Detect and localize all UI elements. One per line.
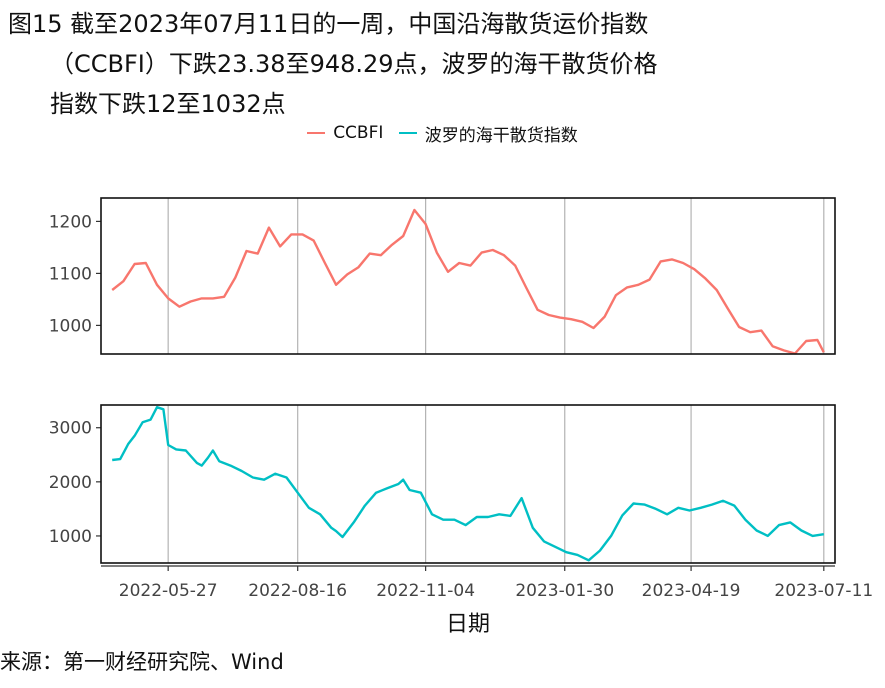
panel-2-y-tick-label-2: 2000: [49, 473, 92, 493]
source-note: 来源：第一财经研究院、Wind: [0, 650, 284, 674]
x-tick-label-6: 2023-07-11: [774, 581, 873, 601]
x-tick-label-4: 2023-01-30: [515, 581, 614, 601]
x-axis-title: 日期: [446, 612, 490, 637]
panel-2-series-line: [112, 406, 824, 562]
x-tick-label-5: 2023-04-19: [642, 581, 741, 601]
legend-key-bdi: [398, 132, 417, 134]
legend-label-ccbfi: CCBFI: [333, 123, 384, 143]
x-tick-label-1: 2022-05-27: [119, 581, 218, 601]
panel-1-y-tick-label-2: 1100: [49, 264, 92, 284]
panel-2-y-tick-label-3: 3000: [49, 419, 92, 439]
panel-1-y-tick-label-1: 1000: [49, 316, 92, 336]
legend-key-ccbfi: [307, 132, 326, 134]
title-line-1: 图15 截至2023年07月11日的一周，中国沿海散货运价指数: [8, 10, 649, 38]
legend: CCBFI 波罗的海干散货指数: [0, 119, 885, 146]
chart-title: 图15 截至2023年07月11日的一周，中国沿海散货运价指数 （CCBFI）下…: [8, 4, 868, 124]
legend-label-bdi: 波罗的海干散货指数: [424, 125, 578, 146]
panel-2-y-tick-label-1: 1000: [49, 527, 92, 547]
legend-item-bdi: 波罗的海干散货指数: [398, 121, 578, 146]
panel-1-y-tick-label-3: 1200: [49, 212, 92, 232]
panel-1: 1000 1100 1200: [49, 197, 836, 355]
title-line-3: 指数下跌12至1032点: [50, 90, 286, 118]
panel-2-frame: [100, 404, 836, 564]
legend-item-ccbfi: CCBFI: [307, 123, 383, 143]
panel-1-frame: [100, 197, 836, 355]
x-tick-label-2: 2022-08-16: [248, 581, 347, 601]
x-tick-label-3: 2022-11-04: [376, 581, 475, 601]
title-line-2: （CCBFI）下跌23.38至948.29点，波罗的海干散货价格: [50, 50, 658, 78]
panel-2: 1000 2000 3000: [49, 404, 836, 564]
panel-1-series-line: [111, 208, 825, 355]
